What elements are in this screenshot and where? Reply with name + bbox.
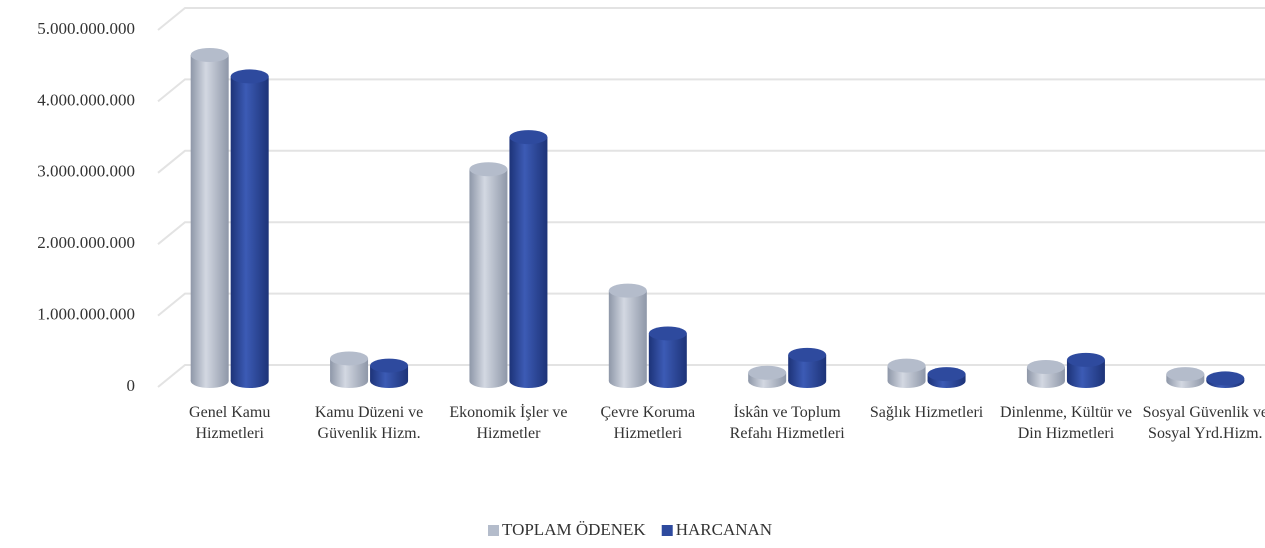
y-tick-label: 1.000.000.000	[37, 305, 135, 324]
grid-line	[157, 292, 1265, 317]
bar	[788, 347, 827, 388]
grid-line	[157, 78, 1265, 103]
x-tick-label: Çevre Koruma Hizmetleri	[600, 404, 696, 442]
bar	[1166, 367, 1205, 388]
bar	[748, 365, 787, 388]
legend-swatch	[488, 525, 499, 536]
y-tick-label: 5.000.000.000	[37, 19, 135, 38]
bar	[469, 162, 508, 388]
grid-line	[157, 149, 1265, 174]
bar	[927, 367, 966, 388]
x-tick-label: Ekonomik İşler ve Hizmetler	[449, 404, 568, 442]
bar	[330, 351, 369, 388]
x-tick-label: Sosyal Güvenlik ve Sosyal Yrd.Hizm.	[1142, 404, 1265, 442]
x-tick-label: Dinlenme, Kültür ve Din Hizmetleri	[999, 404, 1132, 442]
bar	[648, 326, 687, 388]
bar	[1206, 371, 1245, 388]
legend-label: HARCANAN	[676, 520, 772, 539]
legend-swatch	[661, 525, 673, 536]
x-tick-label: İskân ve Toplum Refahı Hizmetleri	[729, 404, 845, 442]
bar	[370, 358, 409, 388]
bar	[190, 47, 229, 388]
y-tick-label: 4.000.000.000	[37, 90, 135, 109]
x-tick-label: Sağlık Hizmetleri	[869, 404, 984, 421]
y-tick-label: 2.000.000.000	[37, 233, 135, 252]
bar	[608, 283, 647, 388]
y-tick-label: 3.000.000.000	[37, 162, 135, 181]
x-tick-label: Kamu Düzeni ve Güvenlik Hizm.	[314, 404, 424, 442]
y-tick-label: 0	[127, 376, 136, 395]
bar	[1026, 360, 1065, 388]
bar	[509, 130, 548, 388]
x-tick-label: Genel Kamu Hizmetleri	[189, 404, 271, 442]
bar	[1066, 352, 1105, 388]
legend-label: TOPLAM ÖDENEK	[502, 520, 646, 539]
grid-line	[157, 7, 1265, 31]
bar	[887, 358, 926, 388]
bar	[230, 69, 269, 388]
grid-line	[157, 221, 1265, 245]
